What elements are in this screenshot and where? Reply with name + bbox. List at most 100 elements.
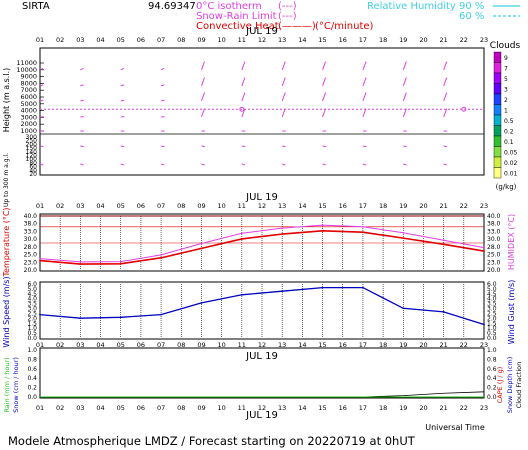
wind-vector: [80, 163, 84, 166]
cloud-scale-label: 9: [504, 55, 508, 62]
y-tick-label-right: 38.0: [487, 221, 501, 228]
cloud-scale-swatch: [493, 72, 502, 84]
isotherm-marker: [239, 106, 245, 112]
cloud-scale-label: 2: [504, 97, 508, 104]
x-tick-label: 13: [278, 404, 286, 412]
y-tick-label-right: 4.0: [487, 296, 497, 303]
cloud-scale-swatch: [493, 135, 502, 147]
y-tick-label: 4.5: [27, 291, 37, 298]
y-tick-label: 2000: [20, 120, 37, 128]
wind-vector: [443, 77, 448, 87]
series-point: [200, 247, 203, 250]
x-tick-label: 01: [36, 341, 44, 349]
x-tick-label: 18: [379, 202, 387, 210]
x-tick-label: 08: [177, 36, 185, 44]
legend-convective: Convective Heat.: [196, 21, 282, 32]
wind-vector: [402, 61, 407, 71]
y-tick-label: 40: [29, 167, 37, 174]
wind-vector: [322, 145, 327, 148]
y-tick-label-right: 3.5: [487, 301, 497, 308]
cloud-scale-label: 0.01: [504, 171, 518, 178]
x-tick-label: 12: [258, 404, 266, 412]
x-tick-label: 14: [298, 404, 306, 412]
x-tick-label: 11: [238, 36, 246, 44]
y-tick-label: 10000: [16, 66, 37, 74]
wind-vector: [282, 145, 286, 148]
legend-units: (°C/minute): [315, 21, 374, 32]
y-tick-label: 5.0: [27, 286, 37, 293]
series-point: [281, 290, 284, 293]
cloud-scale-swatch: [493, 104, 502, 116]
x-tick-label: 01: [36, 202, 44, 210]
isotherm-marker: [461, 106, 467, 112]
x-tick-label: 14: [298, 341, 306, 349]
x-tick-label: 12: [258, 341, 266, 349]
y-tick-label-right: 2.0: [487, 315, 497, 322]
y-tick-label-right: 4.5: [487, 291, 497, 298]
series-cape-line: [40, 391, 485, 398]
x-tick-label: 18: [379, 404, 387, 412]
y-tick-label: 40.0: [24, 213, 38, 220]
wind-vector: [39, 145, 44, 148]
x-tick-label: 16: [339, 36, 347, 44]
x-tick-label: 20: [419, 341, 427, 349]
y-tick-label-right: 3.0: [487, 306, 497, 313]
wind-vector: [322, 108, 327, 118]
y-tick-label-right: 40.0: [487, 213, 501, 220]
y-tick-label: 0.0: [27, 394, 37, 401]
x-tick-label: 04: [96, 404, 104, 412]
x-tick-label: 21: [439, 36, 447, 44]
panel2-title: JUL 19: [245, 192, 278, 203]
wind-vector: [241, 145, 246, 148]
series-point: [79, 263, 82, 265]
y-tick-label-right: 0.2: [487, 385, 497, 392]
x-tick-label: 19: [399, 341, 407, 349]
wind-vector: [403, 163, 407, 166]
x-tick-label: 17: [359, 404, 367, 412]
wind-vector: [241, 108, 246, 118]
x-tick-label: 11: [238, 341, 246, 349]
cloud-scale-swatch: [493, 93, 502, 105]
series-point: [362, 286, 364, 289]
y-tick-label-right: 0.0: [487, 335, 497, 342]
x-tick-label: 10: [217, 202, 225, 210]
cloud-scale-label: 0.1: [504, 139, 514, 146]
x-tick-label: 06: [137, 341, 145, 349]
y-tick-label: 150: [26, 145, 38, 152]
x-tick-label: 13: [278, 202, 286, 210]
series-humidex-line: [39, 224, 485, 263]
cloud-scale-swatch: [493, 114, 502, 126]
cloud-scale-label: 0.5: [504, 118, 514, 125]
series-point: [200, 302, 203, 304]
wind-vector: [402, 92, 407, 102]
y-tick-label-right: 0.0: [487, 394, 497, 401]
rh-90: 90 %: [459, 1, 484, 12]
x-tick-label: 08: [177, 202, 185, 210]
x-tick-label: 23: [480, 36, 488, 44]
cloud-scale-label: 3: [504, 87, 508, 94]
wind-vector: [200, 108, 206, 118]
panel1-frame: [39, 47, 485, 176]
x-tick-label: 06: [137, 404, 145, 412]
x-tick-label: 15: [318, 202, 326, 210]
panel2-ylabel-right: HUMIDEX (°C): [507, 214, 516, 270]
y-tick-label: 3000: [20, 113, 37, 121]
wind-vector: [281, 92, 286, 102]
x-tick-label: 16: [339, 341, 347, 349]
y-tick-label: 4000: [20, 107, 37, 115]
x-tick-label: 04: [96, 341, 104, 349]
x-tick-label: 16: [339, 202, 347, 210]
wind-vector: [443, 145, 448, 148]
wind-vector: [39, 163, 44, 166]
series-point: [39, 257, 41, 260]
x-tick-label: 22: [460, 341, 468, 349]
x-tick-label: 10: [217, 36, 225, 44]
cloud-scale-label: 0.02: [504, 160, 518, 167]
wind-vector: [80, 84, 84, 87]
x-tick-label: 23: [480, 404, 488, 412]
y-tick-label: 25.0: [24, 252, 38, 259]
wind-vector: [322, 163, 327, 166]
wind-vector: [322, 77, 327, 87]
series-point: [240, 238, 243, 240]
x-tick-label: 08: [177, 341, 185, 349]
